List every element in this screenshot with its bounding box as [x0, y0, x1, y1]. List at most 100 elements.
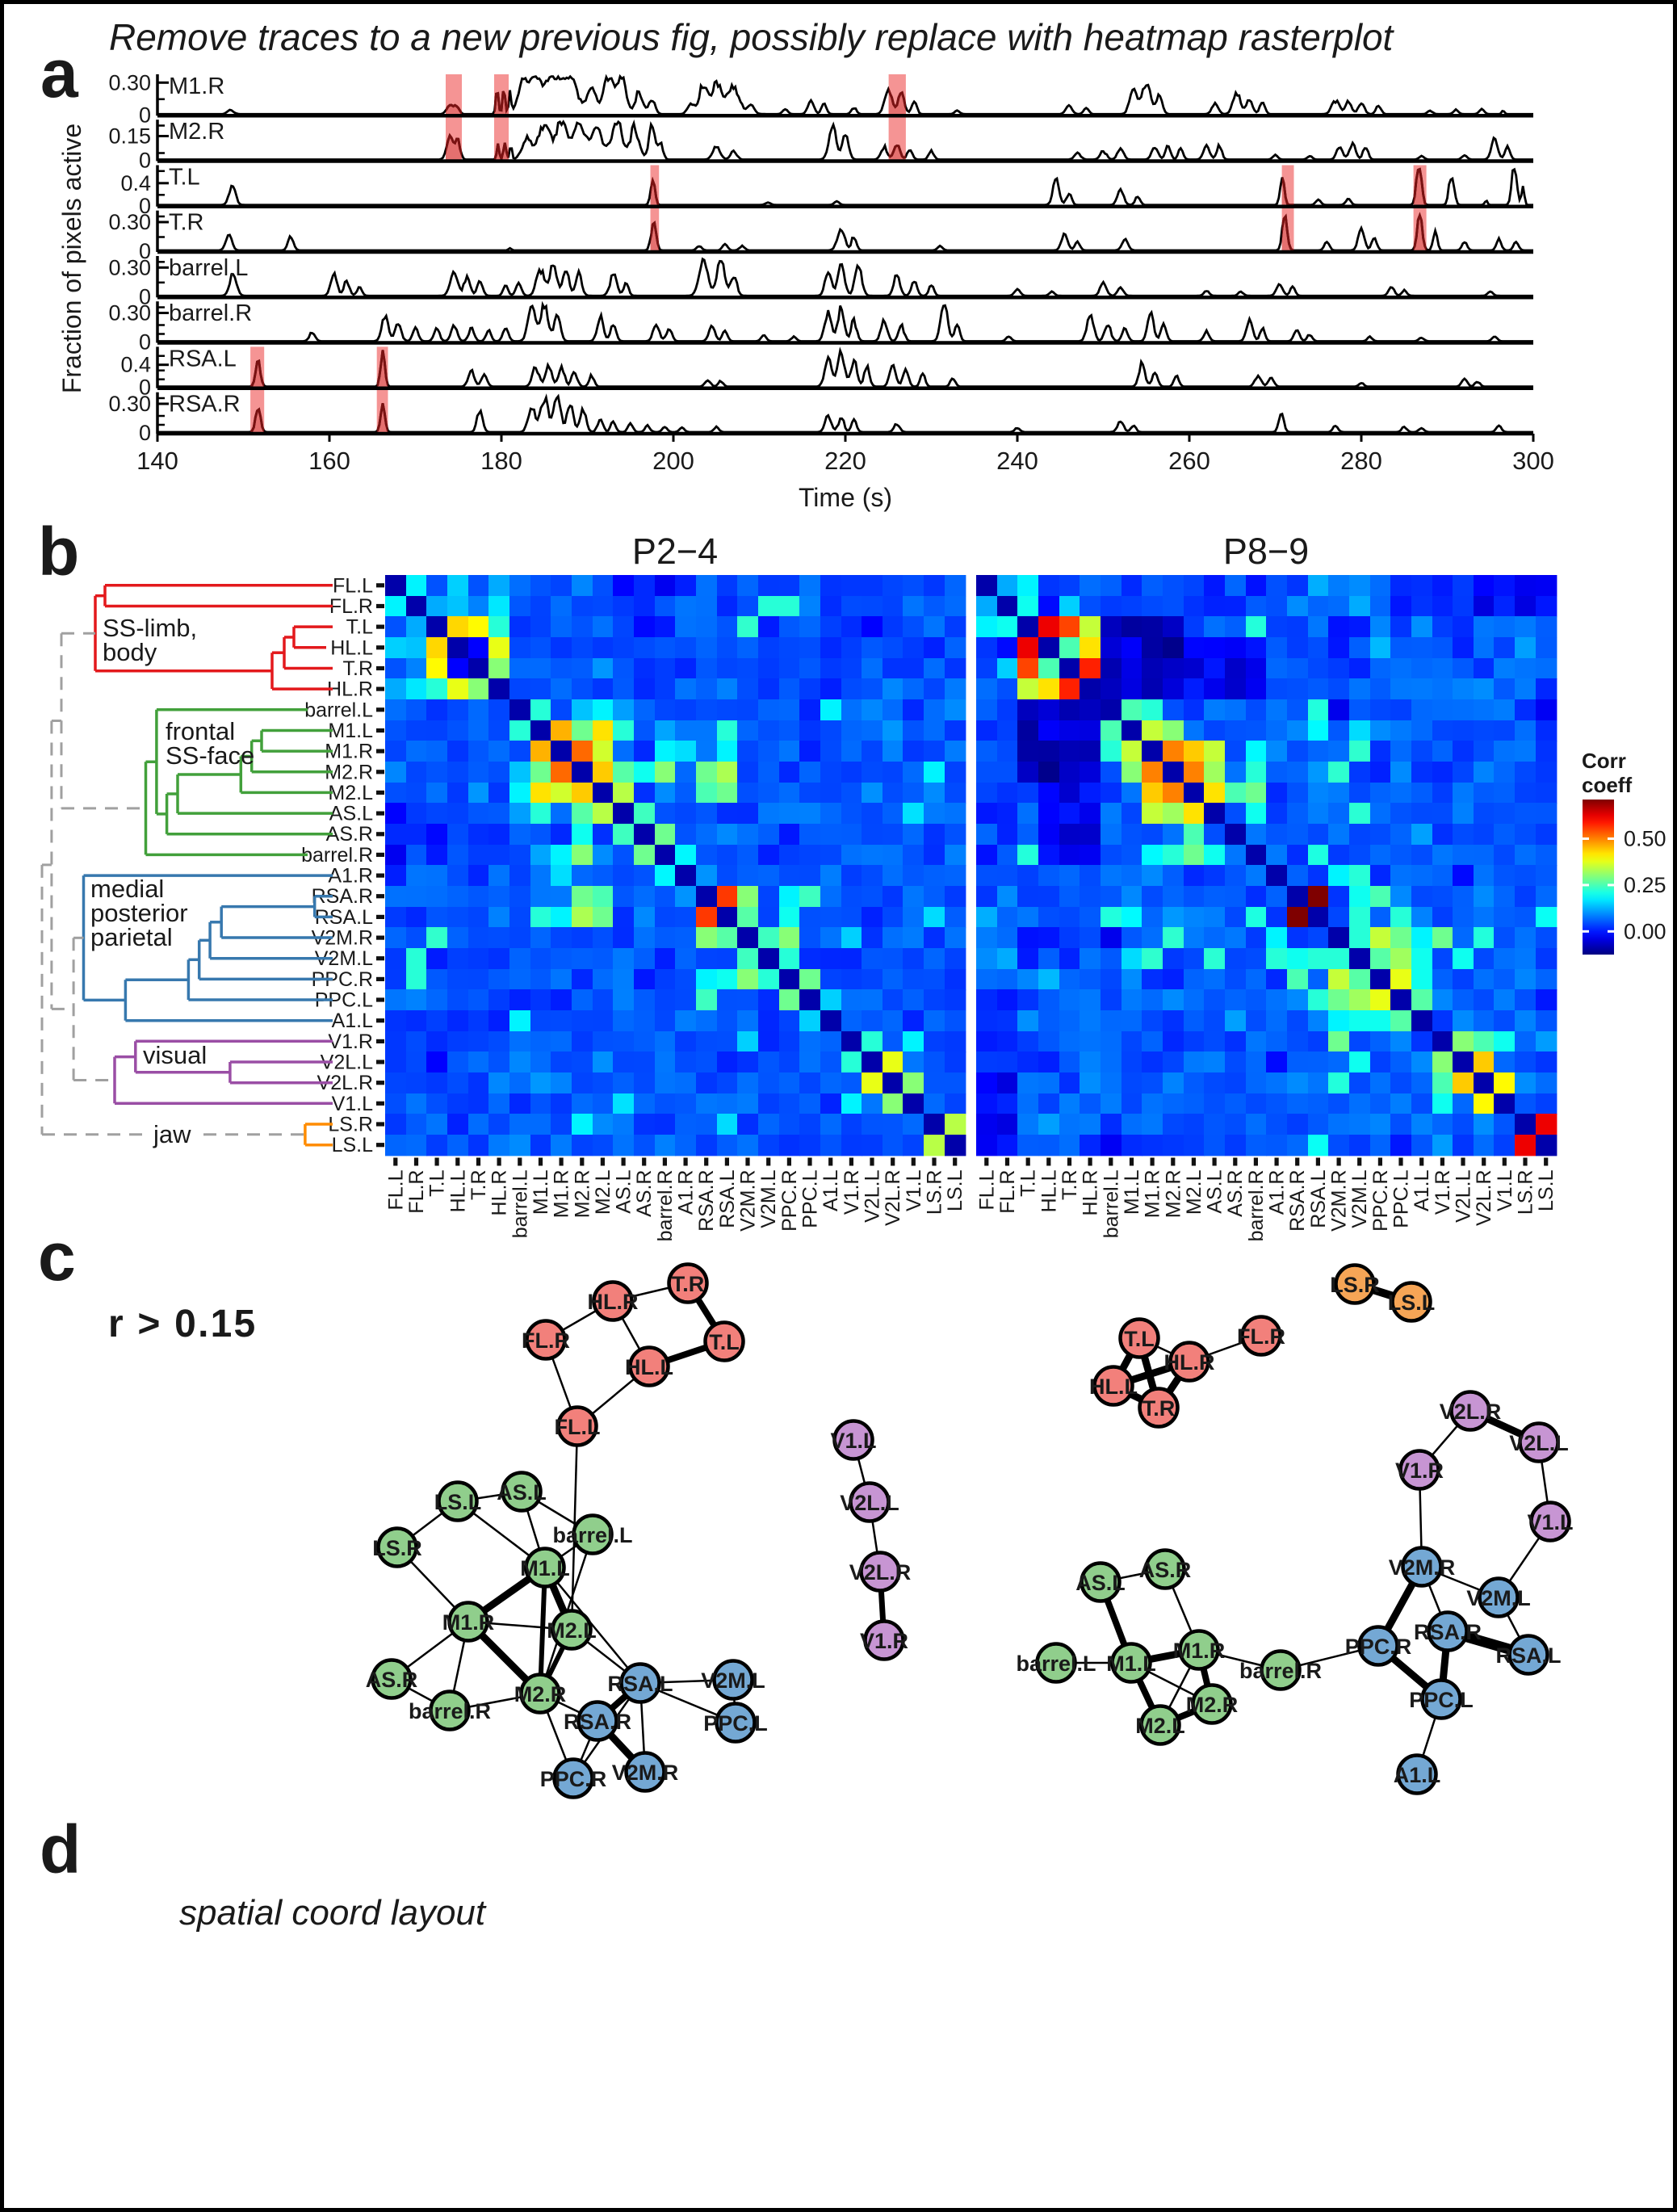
- svg-text:0.25: 0.25: [1624, 873, 1667, 897]
- svg-text:HL.R: HL.R: [327, 678, 373, 701]
- svg-text:FL.L: FL.L: [555, 1415, 601, 1439]
- svg-text:M1.L: M1.L: [328, 720, 373, 742]
- svg-text:AS.R: AS.R: [1139, 1558, 1192, 1582]
- svg-text:barrel.R: barrel.R: [654, 1170, 677, 1242]
- svg-text:0.15: 0.15: [108, 124, 151, 149]
- svg-text:HL.R: HL.R: [1080, 1170, 1102, 1216]
- svg-text:V1.L: V1.L: [830, 1429, 876, 1453]
- svg-text:140: 140: [136, 447, 178, 475]
- svg-text:HL.R: HL.R: [588, 1290, 639, 1314]
- svg-text:0.30: 0.30: [108, 70, 151, 94]
- svg-text:PPC.R: PPC.R: [540, 1767, 607, 1791]
- svg-text:0: 0: [139, 194, 151, 218]
- svg-text:A1.L: A1.L: [1394, 1763, 1441, 1787]
- svg-text:V2L.L: V2L.L: [862, 1169, 884, 1222]
- svg-text:HL.L: HL.L: [447, 1169, 469, 1212]
- svg-text:T.L: T.L: [1124, 1327, 1155, 1351]
- svg-text:LS.L: LS.L: [944, 1169, 966, 1211]
- svg-text:FL.R: FL.R: [996, 1170, 1019, 1214]
- svg-text:V2M.R: V2M.R: [737, 1170, 760, 1232]
- svg-text:0: 0: [139, 284, 151, 309]
- svg-text:PPC.R: PPC.R: [1345, 1635, 1412, 1659]
- svg-text:AS.R: AS.R: [1224, 1170, 1247, 1217]
- svg-text:Corr: Corr: [1582, 749, 1626, 773]
- svg-text:V1.L: V1.L: [903, 1169, 925, 1211]
- svg-text:barrel.L: barrel.L: [304, 699, 373, 721]
- svg-text:FL.R: FL.R: [329, 595, 373, 618]
- svg-text:T.R: T.R: [343, 657, 374, 680]
- svg-text:PPC.R: PPC.R: [1369, 1170, 1392, 1232]
- svg-text:RSA.L: RSA.L: [608, 1672, 673, 1696]
- svg-text:AS.L: AS.L: [613, 1169, 635, 1213]
- svg-text:M2.R: M2.R: [325, 761, 373, 783]
- svg-text:FL.L: FL.L: [333, 574, 373, 597]
- svg-text:0: 0: [139, 103, 151, 127]
- svg-text:T.L: T.L: [426, 1169, 449, 1196]
- svg-text:FL.R: FL.R: [405, 1170, 428, 1214]
- svg-text:AS.R: AS.R: [366, 1668, 418, 1692]
- svg-text:V1.R: V1.R: [841, 1170, 863, 1215]
- svg-text:V2M.L: V2M.L: [1348, 1169, 1371, 1228]
- svg-text:P2−4: P2−4: [632, 531, 718, 572]
- svg-text:PPC.R: PPC.R: [778, 1170, 801, 1232]
- svg-text:HL.L: HL.L: [1089, 1375, 1138, 1399]
- svg-text:barrel.R: barrel.R: [1245, 1170, 1268, 1242]
- svg-text:PPC.L: PPC.L: [703, 1711, 768, 1736]
- svg-text:V1.R: V1.R: [328, 1030, 373, 1053]
- svg-text:HL.L: HL.L: [1038, 1169, 1060, 1212]
- svg-text:0.4: 0.4: [120, 353, 151, 377]
- svg-text:barrel.L: barrel.L: [169, 255, 248, 281]
- svg-text:SS-limb,: SS-limb,: [103, 614, 197, 642]
- svg-text:AS.L: AS.L: [1075, 1571, 1126, 1595]
- svg-text:M2.R: M2.R: [571, 1170, 593, 1219]
- svg-text:posterior: posterior: [90, 899, 188, 927]
- svg-text:M1.L: M1.L: [1121, 1169, 1143, 1215]
- svg-text:AS.L: AS.L: [1204, 1169, 1226, 1213]
- svg-text:AS.L: AS.L: [329, 803, 373, 825]
- svg-text:FL.L: FL.L: [975, 1169, 998, 1210]
- svg-text:T.L: T.L: [1017, 1169, 1040, 1196]
- svg-text:V2M.L: V2M.L: [1466, 1586, 1531, 1610]
- svg-text:a: a: [40, 36, 79, 111]
- svg-text:body: body: [103, 638, 157, 666]
- svg-text:T.L: T.L: [709, 1330, 740, 1354]
- svg-text:RSA.R: RSA.R: [169, 392, 241, 418]
- svg-text:M1.L: M1.L: [1106, 1652, 1156, 1676]
- svg-text:A1.L: A1.L: [332, 1009, 374, 1032]
- svg-text:A1.R: A1.R: [328, 865, 373, 888]
- svg-text:LS.L: LS.L: [1388, 1291, 1436, 1315]
- svg-text:parietal: parietal: [90, 923, 173, 951]
- svg-text:LS.R: LS.R: [1515, 1170, 1537, 1215]
- svg-text:T.R: T.R: [169, 210, 204, 236]
- svg-text:RSA.R: RSA.R: [1286, 1170, 1309, 1232]
- svg-text:barrel.R: barrel.R: [409, 1699, 491, 1723]
- svg-text:FL.R: FL.R: [522, 1328, 570, 1353]
- svg-text:RSA.L: RSA.L: [1307, 1169, 1330, 1228]
- svg-text:barrel.L: barrel.L: [1100, 1169, 1122, 1238]
- svg-text:A1.L: A1.L: [1411, 1169, 1433, 1211]
- svg-text:medial: medial: [90, 875, 164, 903]
- svg-text:0: 0: [139, 330, 151, 355]
- svg-text:r > 0.15: r > 0.15: [108, 1303, 257, 1345]
- svg-text:M2.R: M2.R: [1186, 1693, 1239, 1717]
- svg-text:b: b: [38, 514, 79, 590]
- svg-text:0: 0: [139, 376, 151, 400]
- svg-text:LS.R: LS.R: [372, 1536, 422, 1560]
- svg-text:M2.L: M2.L: [1135, 1714, 1185, 1738]
- svg-text:RSA.L: RSA.L: [169, 346, 237, 371]
- svg-text:HL.R: HL.R: [488, 1170, 511, 1216]
- svg-text:V2L.R: V2L.R: [1473, 1170, 1495, 1226]
- svg-text:M2.R: M2.R: [1162, 1170, 1184, 1219]
- svg-text:0.4: 0.4: [120, 171, 151, 195]
- svg-text:barrel.R: barrel.R: [169, 300, 252, 326]
- svg-text:P8−9: P8−9: [1223, 531, 1309, 572]
- svg-text:V1.R: V1.R: [860, 1629, 908, 1653]
- svg-text:V1.R: V1.R: [1395, 1459, 1444, 1483]
- svg-text:M2.L: M2.L: [592, 1169, 614, 1215]
- svg-text:RSA.R: RSA.R: [695, 1170, 718, 1232]
- svg-text:barrel.L: barrel.L: [552, 1523, 632, 1547]
- svg-text:160: 160: [308, 447, 350, 475]
- svg-text:V1.L: V1.L: [1527, 1510, 1573, 1534]
- svg-text:PPC.L: PPC.L: [1390, 1169, 1413, 1228]
- svg-text:FL.L: FL.L: [384, 1169, 407, 1210]
